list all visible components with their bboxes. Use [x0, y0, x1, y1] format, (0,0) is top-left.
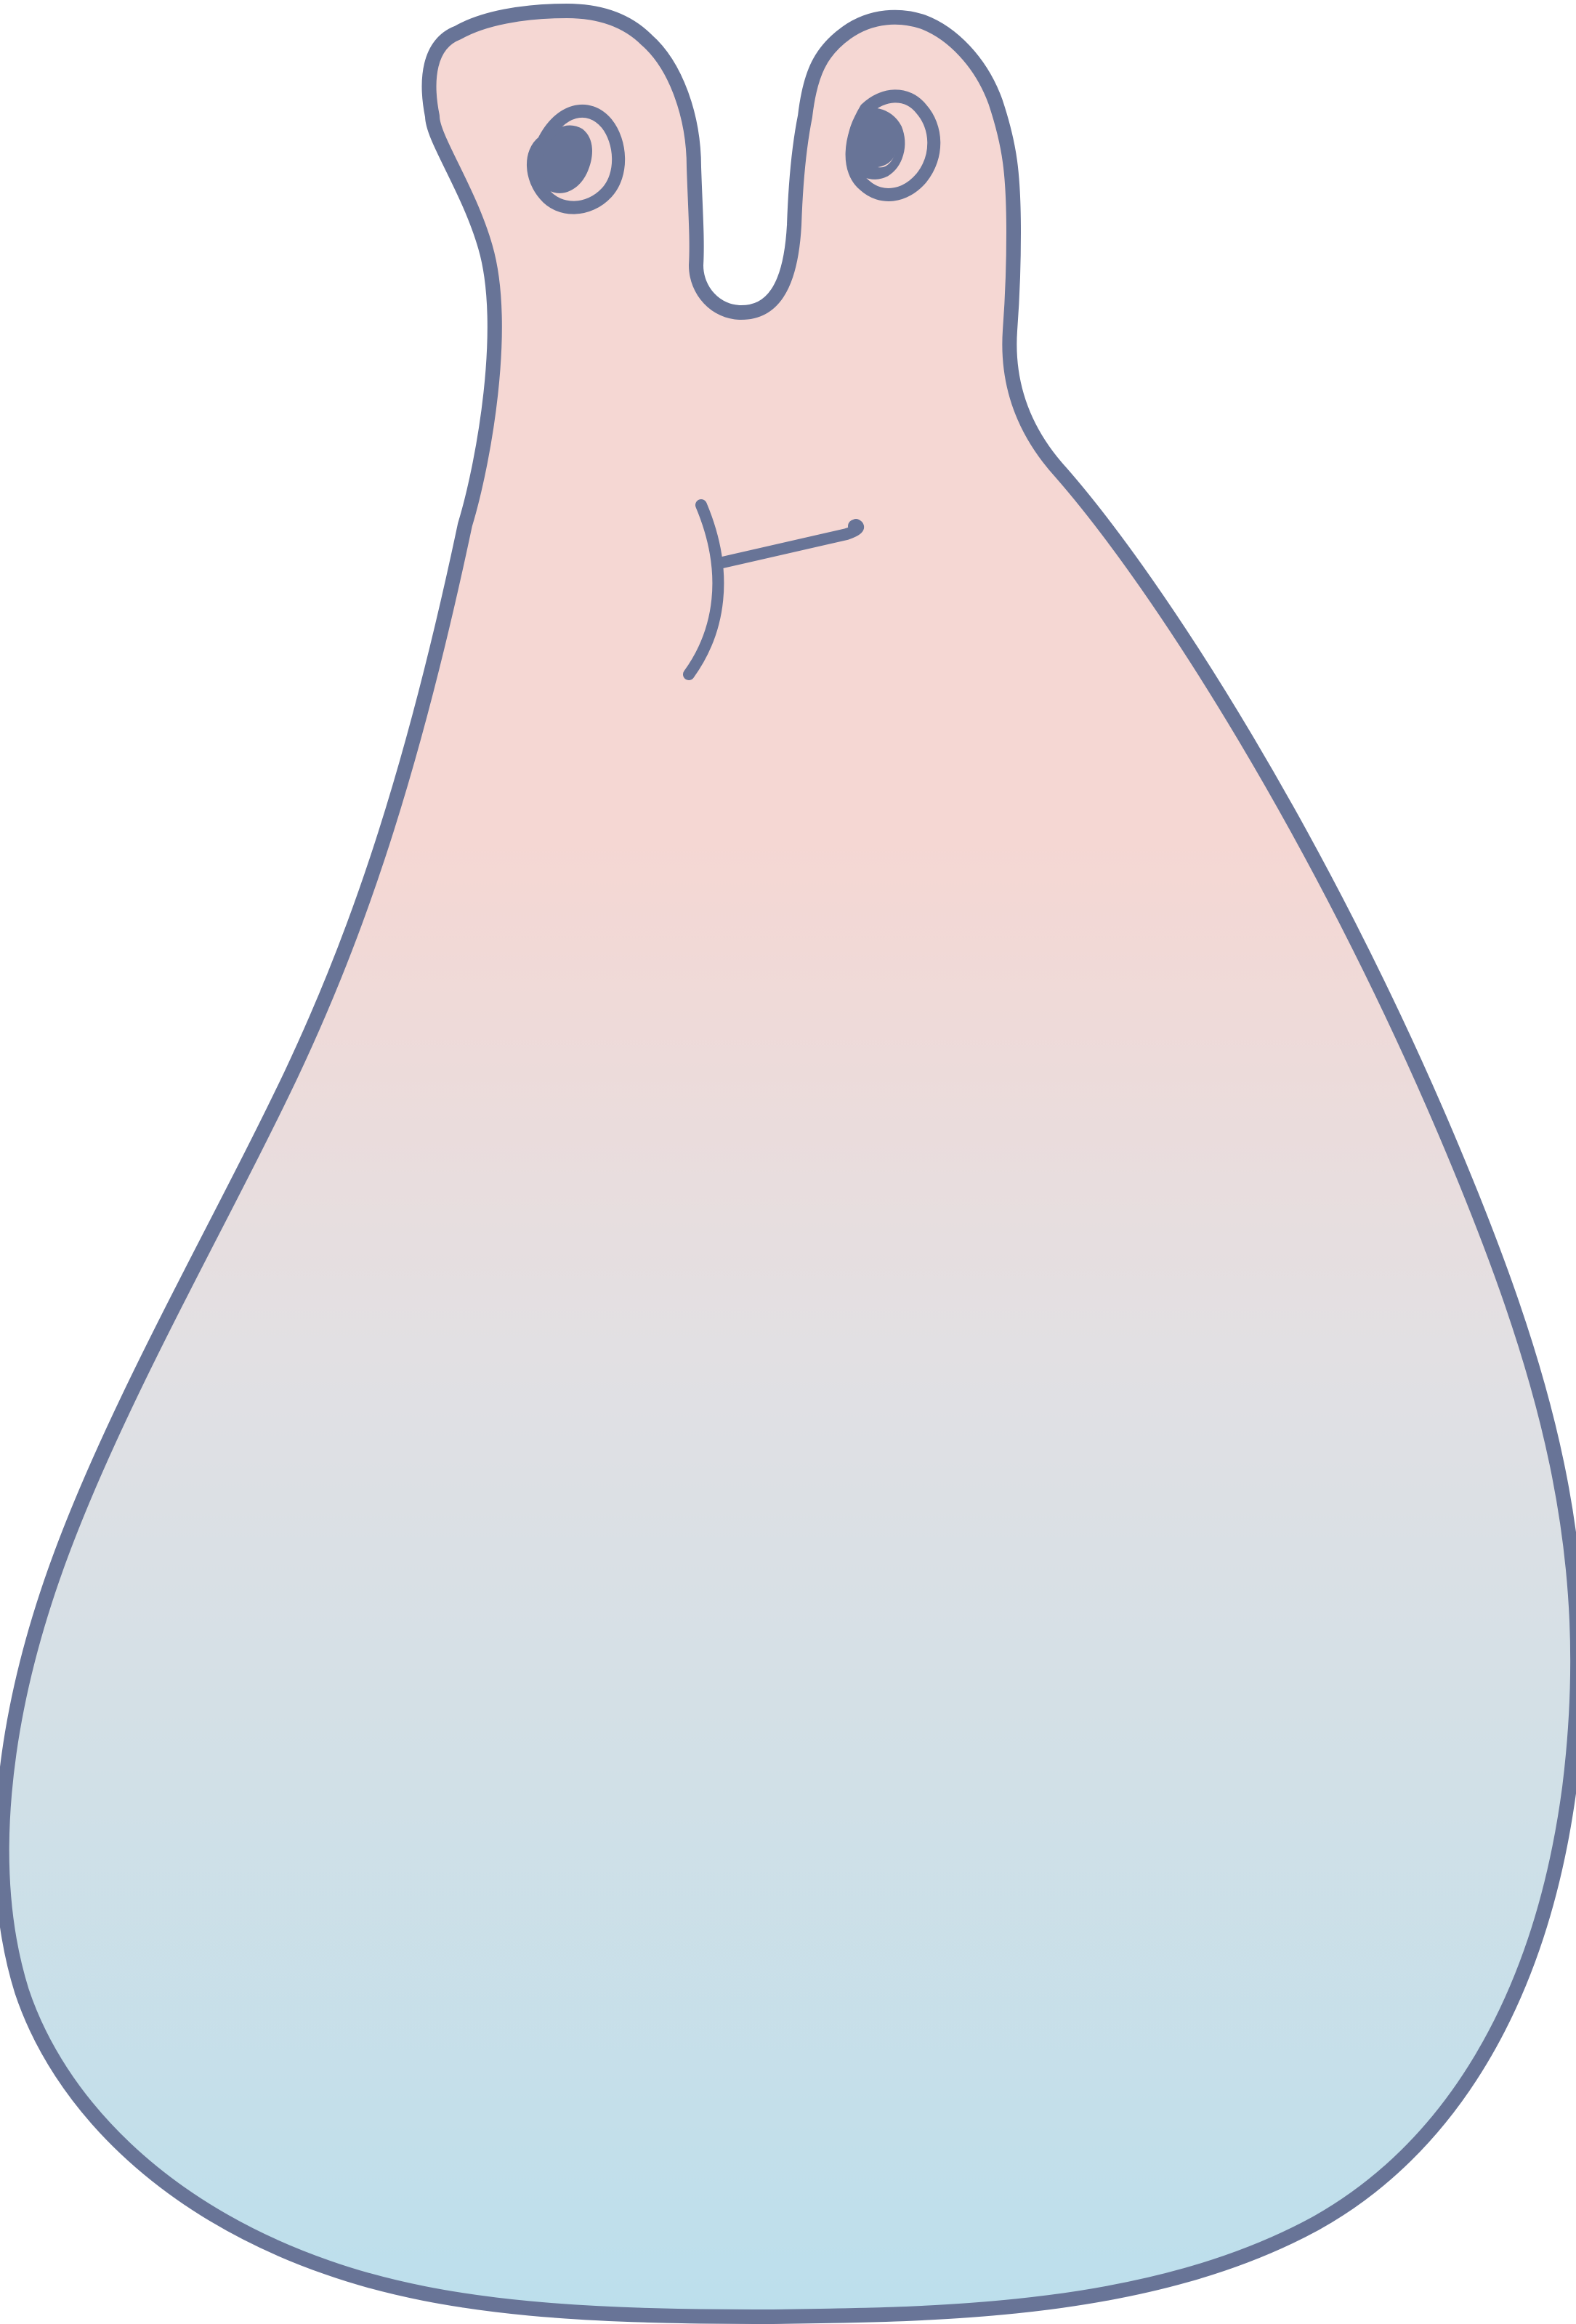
right-eye	[845, 89, 941, 201]
right-eye-pupil	[847, 108, 905, 179]
creature-body	[0, 4, 1576, 2324]
left-eye-pupil	[538, 125, 592, 193]
right-eye-highlight	[878, 154, 895, 168]
mouth	[683, 499, 865, 680]
left-eye-outline	[527, 104, 626, 214]
left-eye	[527, 104, 626, 214]
mouth-end-dot	[848, 520, 861, 533]
mouth-curve	[683, 499, 724, 680]
